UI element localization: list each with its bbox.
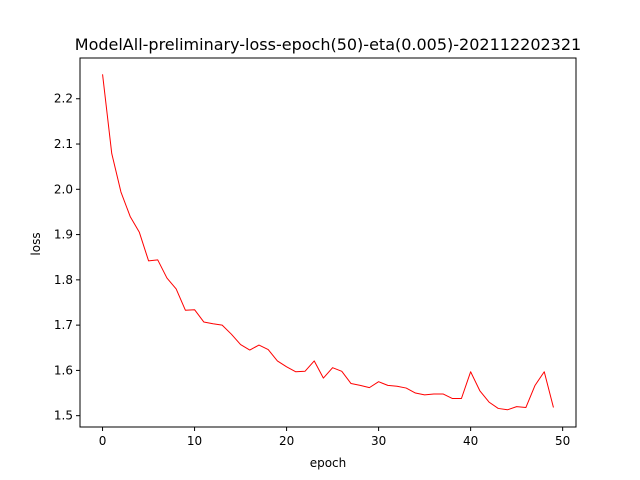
y-tick-label: 1.5 <box>54 409 73 423</box>
series-layer <box>102 74 554 411</box>
y-tick-label: 1.6 <box>54 363 73 377</box>
y-axis-label: loss <box>29 232 43 255</box>
y-tick-label: 2.1 <box>54 137 73 151</box>
loss-series-line <box>102 74 554 411</box>
plot-area-frame <box>79 57 577 428</box>
x-tick-label: 30 <box>371 434 386 448</box>
x-tick-label: 20 <box>279 434 294 448</box>
x-axis-ticks: 0 10 20 30 40 50 <box>99 427 570 448</box>
x-tick-label: 0 <box>99 434 107 448</box>
x-tick-label: 10 <box>187 434 202 448</box>
x-tick-label: 40 <box>463 434 478 448</box>
x-tick-label: 50 <box>555 434 570 448</box>
y-axis-ticks: 1.5 1.6 1.7 1.8 1.9 2.0 2.1 2.2 <box>54 92 80 423</box>
x-axis-label: epoch <box>310 456 347 470</box>
chart-title: ModelAll-preliminary-loss-epoch(50)-eta(… <box>75 35 581 54</box>
y-tick-label: 2.2 <box>54 92 73 106</box>
y-tick-label: 1.7 <box>54 318 73 332</box>
y-tick-label: 1.9 <box>54 228 73 242</box>
y-tick-label: 1.8 <box>54 273 73 287</box>
y-tick-label: 2.0 <box>54 182 73 196</box>
